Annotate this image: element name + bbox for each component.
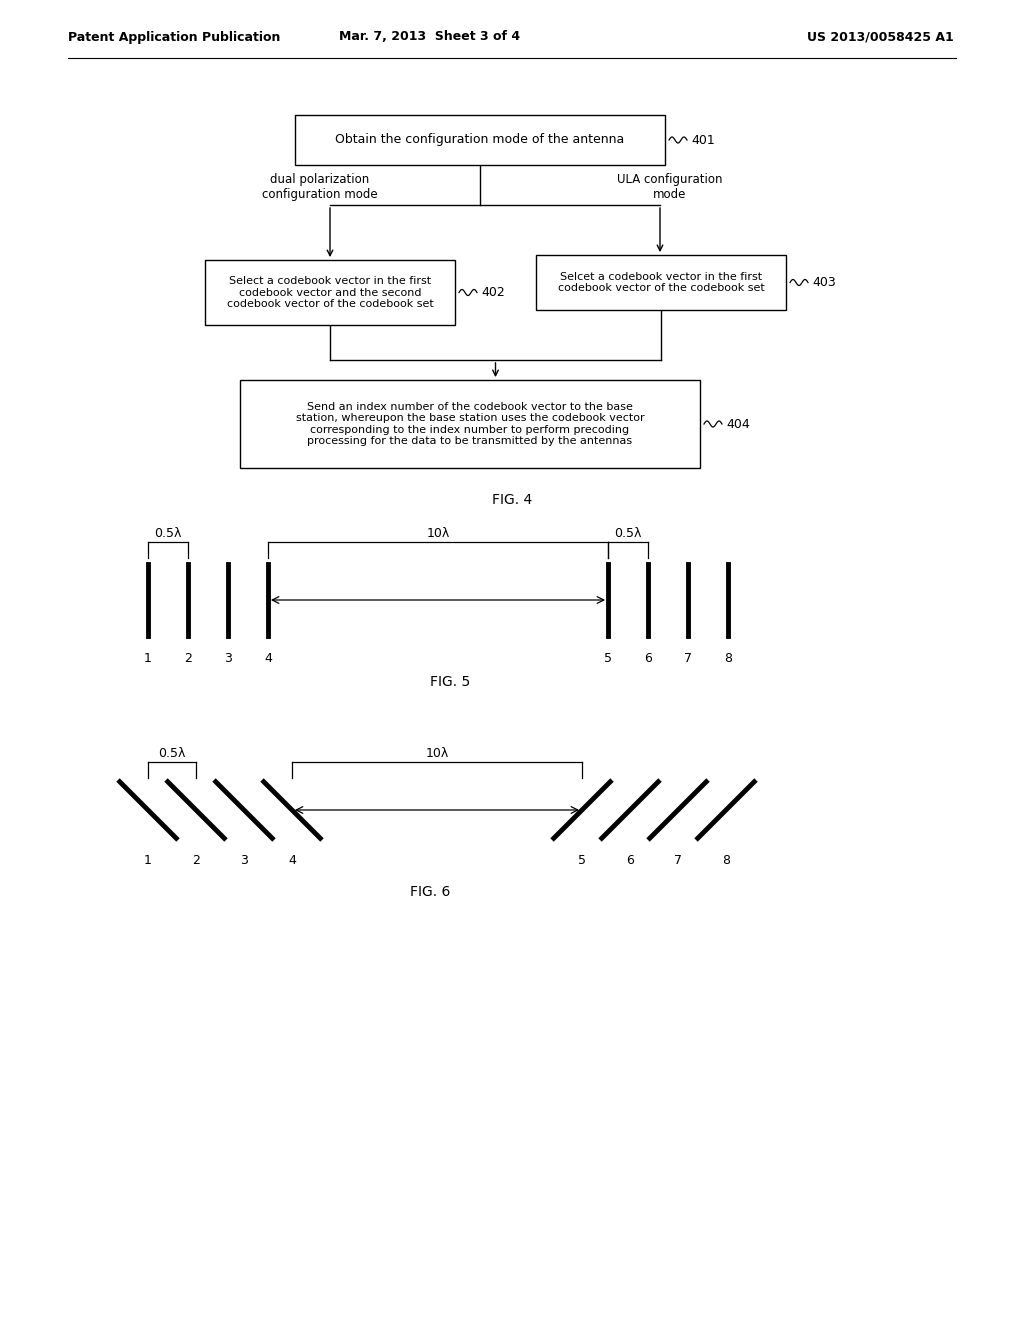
Text: 8: 8 <box>722 854 730 867</box>
Text: FIG. 6: FIG. 6 <box>410 884 451 899</box>
Text: 401: 401 <box>691 133 715 147</box>
Text: dual polarization
configuration mode: dual polarization configuration mode <box>262 173 378 201</box>
Text: 404: 404 <box>726 417 750 430</box>
Text: 4: 4 <box>264 652 272 665</box>
Text: FIG. 4: FIG. 4 <box>492 492 532 507</box>
Text: 3: 3 <box>224 652 232 665</box>
Text: FIG. 5: FIG. 5 <box>430 675 470 689</box>
Text: 4: 4 <box>288 854 296 867</box>
Text: 402: 402 <box>481 286 505 300</box>
Text: ULA configuration
mode: ULA configuration mode <box>617 173 723 201</box>
Text: Selcet a codebook vector in the first
codebook vector of the codebook set: Selcet a codebook vector in the first co… <box>558 272 764 293</box>
Text: 6: 6 <box>644 652 652 665</box>
FancyBboxPatch shape <box>240 380 700 469</box>
Text: 7: 7 <box>684 652 692 665</box>
Text: 7: 7 <box>674 854 682 867</box>
FancyBboxPatch shape <box>295 115 665 165</box>
Text: 2: 2 <box>184 652 191 665</box>
Text: 10λ: 10λ <box>426 527 450 540</box>
Text: Patent Application Publication: Patent Application Publication <box>68 30 281 44</box>
Text: 0.5λ: 0.5λ <box>155 527 181 540</box>
Text: US 2013/0058425 A1: US 2013/0058425 A1 <box>807 30 953 44</box>
Text: 3: 3 <box>240 854 248 867</box>
Text: Select a codebook vector in the first
codebook vector and the second
codebook ve: Select a codebook vector in the first co… <box>226 276 433 309</box>
Text: 403: 403 <box>812 276 836 289</box>
FancyBboxPatch shape <box>536 255 786 310</box>
Text: 8: 8 <box>724 652 732 665</box>
Text: Obtain the configuration mode of the antenna: Obtain the configuration mode of the ant… <box>336 133 625 147</box>
FancyBboxPatch shape <box>205 260 455 325</box>
Text: 5: 5 <box>578 854 586 867</box>
Text: 0.5λ: 0.5λ <box>159 747 185 760</box>
Text: Mar. 7, 2013  Sheet 3 of 4: Mar. 7, 2013 Sheet 3 of 4 <box>339 30 520 44</box>
Text: Send an index number of the codebook vector to the base
station, whereupon the b: Send an index number of the codebook vec… <box>296 401 644 446</box>
Text: 2: 2 <box>193 854 200 867</box>
Text: 0.5λ: 0.5λ <box>614 527 642 540</box>
Text: 6: 6 <box>626 854 634 867</box>
Text: 1: 1 <box>144 652 152 665</box>
Text: 10λ: 10λ <box>425 747 449 760</box>
Text: 1: 1 <box>144 854 152 867</box>
Text: 5: 5 <box>604 652 612 665</box>
